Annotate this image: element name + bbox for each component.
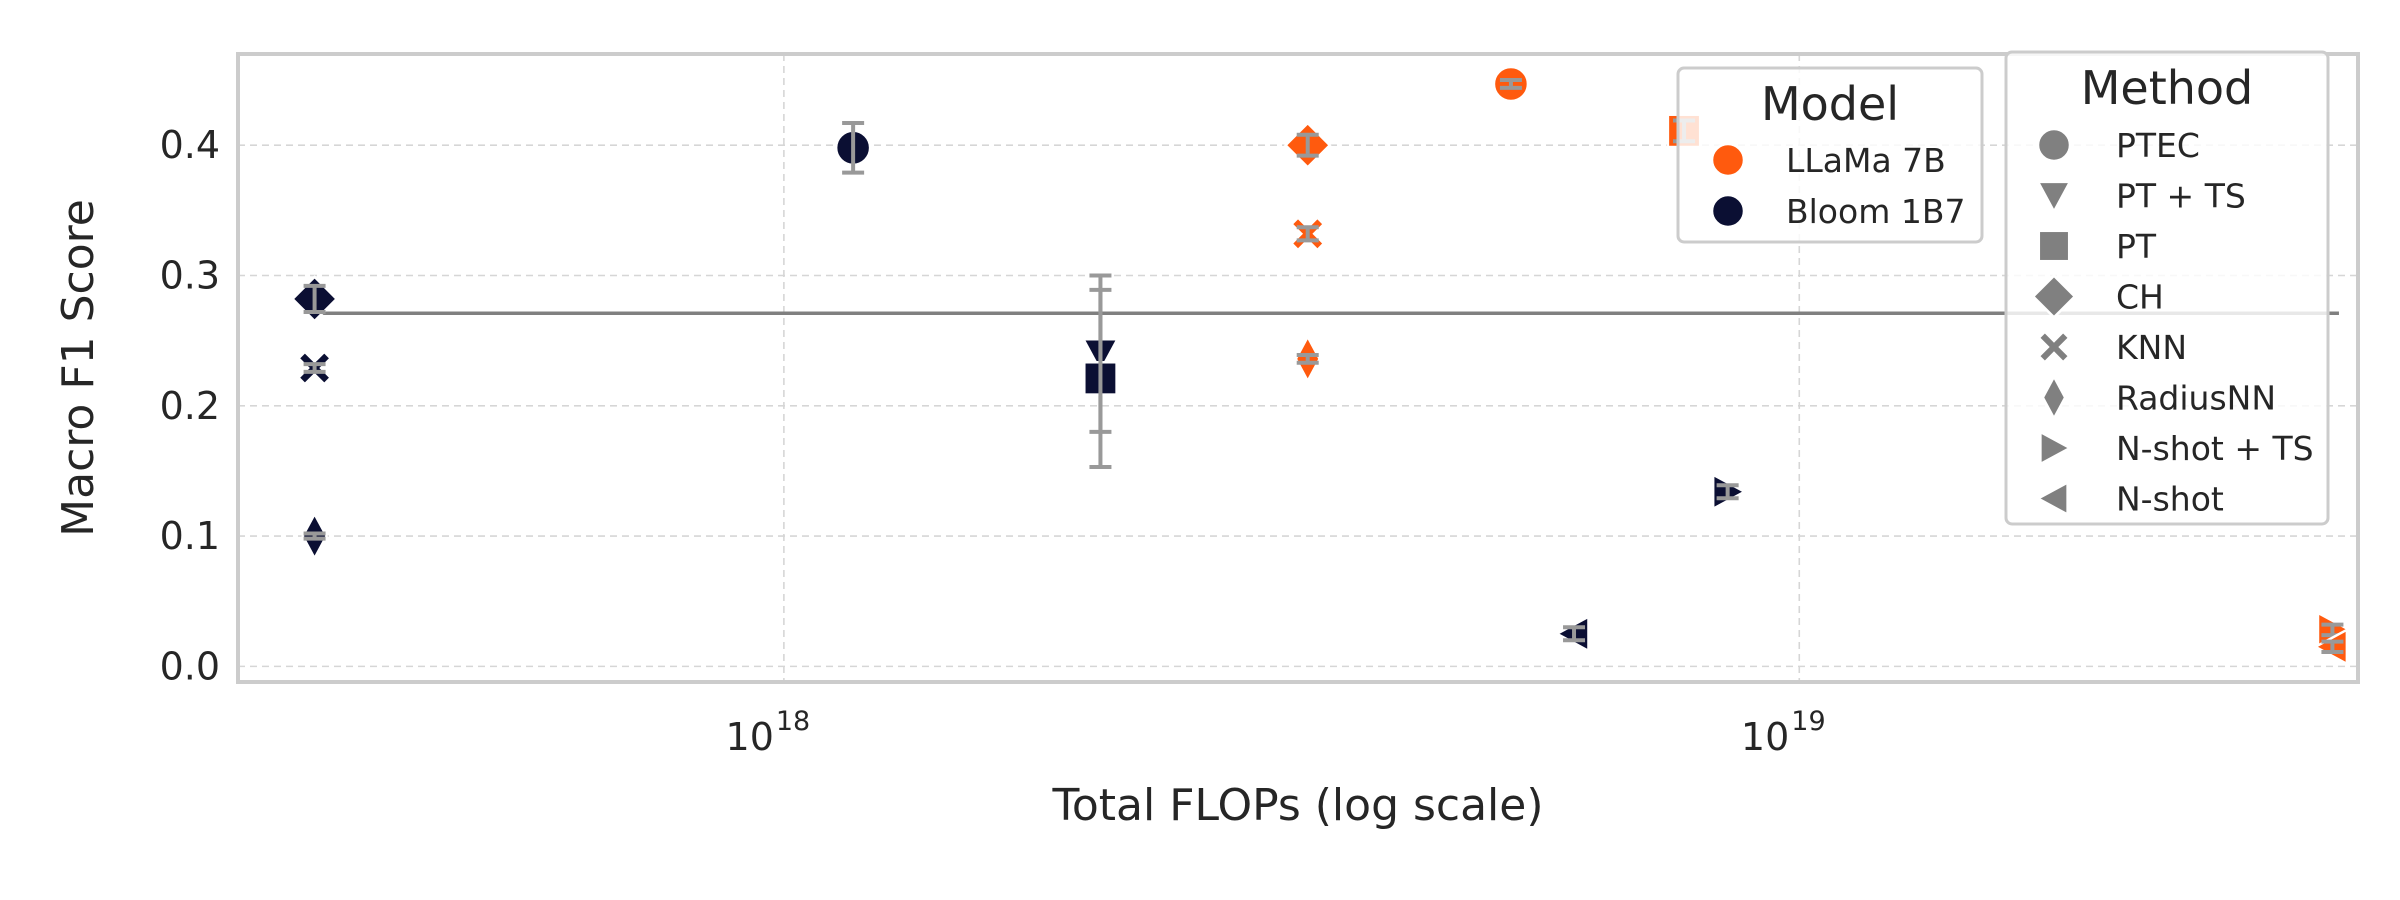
y-axis-label: Macro F1 Score [53, 199, 104, 537]
legend-marker-knn [2037, 330, 2071, 364]
y-tick-label: 0.4 [160, 123, 220, 167]
legend-marker-n-shot [2035, 480, 2069, 517]
legend-entry-n-shot: N-shot [2035, 480, 2224, 519]
legend-marker-pt [2037, 229, 2071, 263]
legend-marker-ptec [2036, 127, 2072, 163]
point-bloom-1b7-ptec [834, 121, 872, 175]
legend-marker-ptec [1710, 193, 1746, 229]
x-tick-exponent: 18 [776, 706, 810, 737]
legend-entry-bloom-1b7: Bloom 1B7 [1710, 192, 1965, 231]
y-tick-label: 0.0 [160, 644, 220, 688]
y-tick-label: 0.1 [160, 514, 220, 558]
point-bloom-1b7-n-shot [1554, 614, 1590, 653]
point-llama-7b-ch [1283, 121, 1332, 170]
legend-method: Method PTEC PT + TS PT CH KNN RadiusNN N-shot +… [2004, 50, 2330, 526]
x-tick-base: 10 [1741, 715, 1789, 759]
legend-label: PTEC [2116, 126, 2200, 165]
point-bloom-1b7-n-shot-ts [1711, 472, 1748, 511]
x-axis-label: Total FLOPs (log scale) [1051, 780, 1543, 831]
plot-frame [236, 52, 2360, 684]
legend-title: Method [2081, 61, 2254, 115]
point-llama-7b-radiusnn [1294, 334, 1322, 384]
point-bloom-1b7-knn [296, 350, 333, 386]
point-llama-7b-knn [1289, 215, 1326, 252]
point-llama-7b-ptec [1492, 65, 1530, 103]
legend-marker-ch [2031, 273, 2077, 320]
point-bloom-1b7-ch [290, 275, 339, 323]
legend-entry-pt: PT [2037, 227, 2157, 266]
legend-entry-llama-7b: LLaMa 7B [1710, 141, 1946, 180]
x-tick-label: 10 18 [726, 706, 811, 759]
point-bloom-1b7-radiusnn [301, 511, 328, 561]
legend-box [1676, 66, 1984, 244]
legend-entry-ptec: PTEC [2036, 126, 2200, 165]
legend-label: CH [2116, 278, 2164, 317]
point-llama-7b-n-shot [2312, 627, 2349, 666]
y-axis-ticks: 0.0 0.1 0.2 0.3 0.4 [160, 123, 220, 688]
legend-entry-knn: KNN [2037, 328, 2187, 367]
x-tick-base: 10 [726, 715, 774, 759]
legend-entry-radiusnn: RadiusNN [2041, 374, 2276, 421]
x-tick-exponent: 19 [1791, 706, 1825, 737]
data-points [290, 65, 2353, 666]
legend-label: KNN [2116, 328, 2187, 367]
y-tick-label: 0.3 [160, 253, 220, 297]
legend-label: RadiusNN [2116, 379, 2276, 418]
legend-box [2004, 50, 2330, 526]
legend-marker-ptec [1710, 142, 1746, 178]
legend-label: N-shot [2116, 480, 2224, 519]
legend-entry-pt-ts: PT + TS [2035, 177, 2246, 216]
x-tick-label: 10 19 [1741, 706, 1826, 759]
legend-label: PT + TS [2116, 177, 2246, 216]
point-bloom-1b7-pt [1083, 287, 1118, 470]
legend-marker-pt-ts [2035, 180, 2073, 215]
x-axis-ticks: 10 18 10 19 [726, 706, 1826, 759]
legend-label: PT [2116, 227, 2157, 266]
legend-entry-ch: CH [2031, 273, 2164, 320]
y-tick-label: 0.2 [160, 384, 220, 428]
legend-label: N-shot + TS [2116, 429, 2314, 468]
legend-entry-n-shot-ts: N-shot + TS [2039, 429, 2314, 468]
legend-title: Model [1761, 77, 1899, 131]
legend-label: Bloom 1B7 [1786, 192, 1965, 231]
legend-marker-radiusnn [2041, 374, 2067, 421]
legend-marker-n-shot-ts [2039, 429, 2073, 467]
legend-model: Model LLaMa 7B Bloom 1B7 [1676, 66, 1984, 244]
legend-label: LLaMa 7B [1786, 141, 1946, 180]
